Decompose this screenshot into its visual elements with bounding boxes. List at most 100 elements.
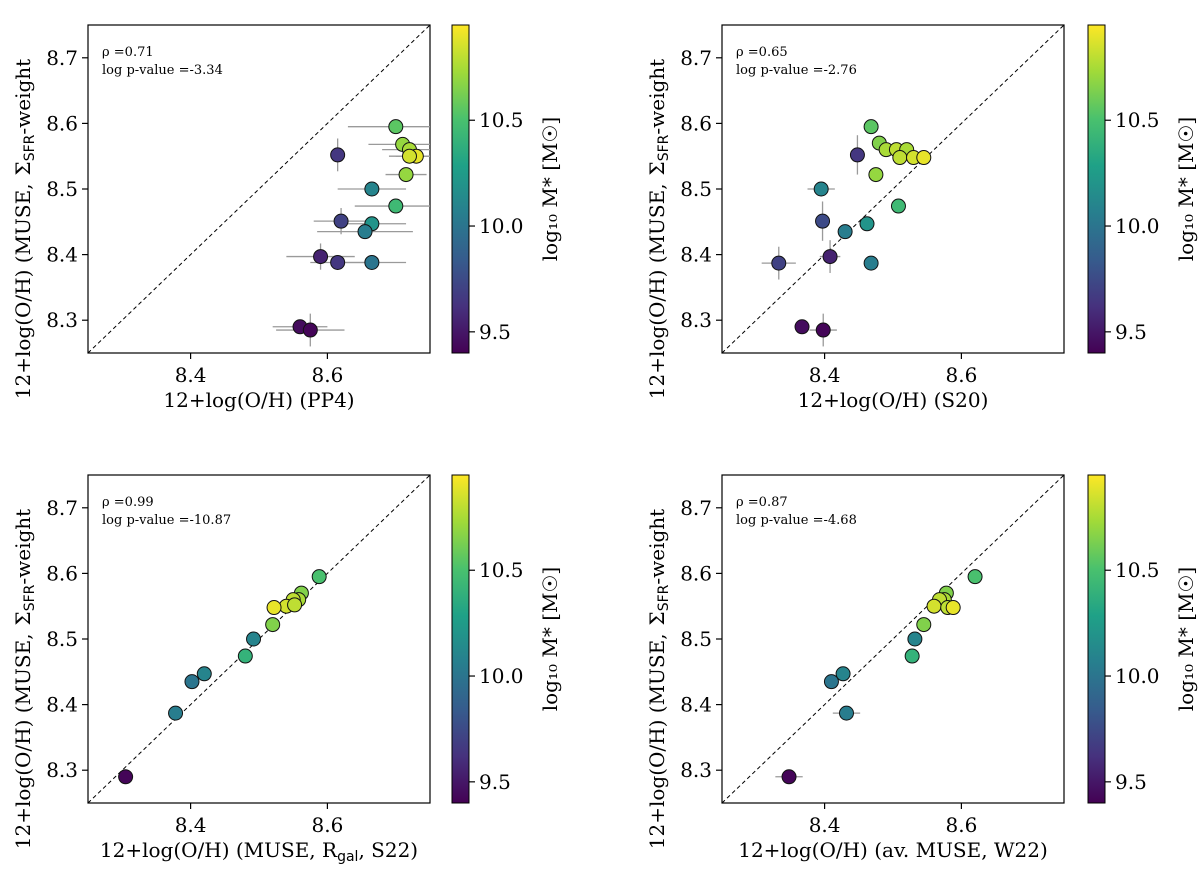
colorbar-gradient: [1087, 474, 1106, 804]
data-point: [863, 255, 879, 271]
pvalue-annotation: log p-value =-10.87: [102, 513, 231, 528]
y-axis-label-sigma: Σ: [11, 161, 35, 175]
colorbar-gradient: [1087, 24, 1106, 354]
x-tick-label: 8.4: [809, 813, 841, 837]
plot-area: [88, 475, 430, 803]
colorbar-tick-label: 9.5: [1115, 320, 1147, 344]
x-axis-label-subscript: gal: [337, 849, 358, 865]
y-tick-label: 8.5: [680, 627, 712, 651]
colorbar-label: log₁₀ M* [M☉]: [538, 117, 562, 261]
data-point: [237, 648, 253, 664]
panel-4: 8.4 8.6 8.3 8.4 8.5 8.6 8.7 12+log(O/H) (av. MU…: [645, 474, 1198, 862]
panel-3: 8.4 8.6 8.3 8.4 8.5 8.6 8.7 12+log(O/H) (MUSE, …: [11, 474, 562, 865]
data-point: [849, 147, 865, 163]
data-point: [904, 648, 920, 664]
x-axis-label: 12+log(O/H) (S20): [798, 388, 989, 412]
rho-annotation: ρ =0.71: [102, 45, 154, 60]
colorbar-tick-label: 9.5: [1115, 770, 1147, 794]
data-point: [838, 705, 854, 721]
colorbar: 9.5 10.0 10.5 log₁₀ M* [M☉]: [1087, 24, 1198, 354]
rho-annotation: ρ =0.65: [736, 45, 788, 60]
y-axis-label: 12+log(O/H) (MUSE, ΣSFR-weight: [645, 509, 672, 849]
data-point: [859, 216, 875, 232]
y-axis-label: 12+log(O/H) (MUSE, ΣSFR-weight: [11, 509, 38, 849]
x-axis-label: 12+log(O/H) (av. MUSE, W22): [738, 838, 1048, 862]
data-point: [892, 150, 908, 166]
colorbar-tick-label: 10.5: [479, 108, 524, 132]
colorbar-tick-label: 10.5: [1115, 558, 1160, 582]
y-tick-label: 8.4: [46, 243, 78, 267]
data-point: [184, 674, 200, 690]
one-to-one-line: [88, 25, 430, 353]
y-axis-label-sigma: Σ: [11, 611, 35, 625]
y-axis-label-text: 12+log(O/H) (MUSE,: [645, 183, 669, 399]
plot-area: [722, 475, 1064, 803]
colorbar-label: log₁₀ M* [M☉]: [1174, 567, 1198, 711]
colorbar-tick-label: 9.5: [479, 320, 511, 344]
colorbar-tick-label: 10.0: [479, 664, 524, 688]
x-tick-label: 8.4: [809, 363, 841, 387]
y-tick-label: 8.7: [680, 496, 712, 520]
y-axis-label-tail: -weight: [11, 509, 35, 585]
colorbar-tick-label: 10.0: [1115, 664, 1160, 688]
data-point: [794, 319, 810, 335]
data-point: [868, 167, 884, 183]
data-point: [388, 198, 404, 214]
data-point: [357, 224, 373, 240]
y-axis-label-text: 12+log(O/H) (MUSE,: [11, 183, 35, 399]
y-axis-label-text: 12+log(O/H) (MUSE,: [11, 633, 35, 849]
data-point: [835, 666, 851, 682]
rho-annotation: ρ =0.87: [736, 495, 788, 510]
x-axis-label-text: 12+log(O/H) (av. MUSE, W22): [738, 838, 1048, 862]
x-tick-label: 8.6: [945, 813, 977, 837]
y-tick-label: 8.6: [46, 561, 78, 585]
colorbar-tick-label: 10.0: [1115, 214, 1160, 238]
y-tick-label: 8.3: [46, 758, 78, 782]
pvalue-annotation: log p-value =-2.76: [736, 63, 857, 78]
data-point: [401, 148, 417, 164]
y-axis-label-text: 12+log(O/H) (MUSE,: [645, 633, 669, 849]
pvalue-annotation: log p-value =-4.68: [736, 513, 857, 528]
colorbar: 9.5 10.0 10.5 log₁₀ M* [M☉]: [451, 24, 562, 354]
rho-annotation: ρ =0.99: [102, 495, 154, 510]
x-axis-label: 12+log(O/H) (MUSE, Rgal, S22): [100, 838, 418, 865]
data-point: [916, 150, 932, 166]
data-point: [822, 249, 838, 265]
data-point: [246, 631, 262, 647]
x-axis-label-text: 12+log(O/H) (S20): [798, 388, 989, 412]
data-point: [907, 631, 923, 647]
data-point: [196, 666, 212, 682]
y-tick-label: 8.7: [46, 46, 78, 70]
plot-area: [722, 25, 1064, 353]
y-tick-label: 8.3: [46, 308, 78, 332]
panel-2: 8.4 8.6 8.3 8.4 8.5 8.6 8.7 12+log(O/H) (S20) 12…: [645, 24, 1198, 412]
plot-area: [88, 25, 430, 353]
colorbar-tick-label: 10.0: [479, 214, 524, 238]
y-axis-label-sigma: Σ: [645, 161, 669, 175]
colorbar: 9.5 10.0 10.5 log₁₀ M* [M☉]: [1087, 474, 1198, 804]
y-tick-label: 8.3: [680, 758, 712, 782]
colorbar-gradient: [451, 24, 470, 354]
data-point: [302, 322, 318, 338]
data-point: [781, 769, 797, 785]
data-point: [813, 181, 829, 197]
pvalue-annotation: log p-value =-3.34: [102, 63, 223, 78]
x-axis-label: 12+log(O/H) (PP4): [163, 388, 354, 412]
colorbar: 9.5 10.0 10.5 log₁₀ M* [M☉]: [451, 474, 562, 804]
data-point: [333, 213, 349, 229]
colorbar-label: log₁₀ M* [M☉]: [1174, 117, 1198, 261]
data-point: [398, 167, 414, 183]
y-axis-label-sigma: Σ: [645, 611, 669, 625]
y-axis-label-tail: -weight: [645, 509, 669, 585]
data-point: [118, 769, 134, 785]
x-axis-label-tail: , S22): [358, 838, 418, 862]
x-tick-label: 8.6: [311, 813, 343, 837]
data-point: [967, 569, 983, 585]
data-point: [388, 119, 404, 135]
colorbar-tick-label: 10.5: [1115, 108, 1160, 132]
x-tick-label: 8.4: [175, 363, 207, 387]
x-axis-label-text: 12+log(O/H) (MUSE, R: [100, 838, 338, 862]
colorbar-tick-label: 10.5: [479, 558, 524, 582]
y-axis-label-subscript: SFR: [656, 134, 672, 161]
